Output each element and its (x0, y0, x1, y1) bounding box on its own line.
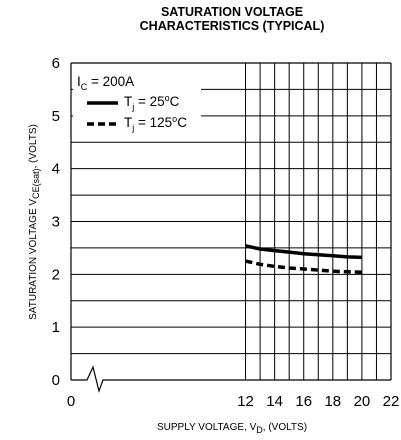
x-tick-label: 16 (295, 393, 312, 410)
y-axis-label: SATURATION VOLTAGE VCE(sat), (VOLTS) (28, 124, 41, 320)
x-tick-label: 20 (354, 393, 371, 410)
y-tick-label: 0 (52, 372, 60, 389)
x-axis-label: SUPPLY VOLTAGE, VD, (VOLTS) (157, 422, 307, 435)
legend: IC = 200A Tj = 25oC Tj = 125oC (73, 72, 201, 134)
x-tick-label: 18 (324, 393, 341, 410)
y-tick-label: 3 (52, 214, 60, 231)
grid (70, 62, 392, 380)
y-tick-labels: 0 1 2 3 4 5 6 (52, 55, 60, 389)
series-line-dashed (245, 259, 362, 274)
chart-title-line1: SATURATION VOLTAGE (161, 5, 303, 19)
x-tick-label: 12 (237, 393, 254, 410)
y-tick-label: 1 (52, 319, 60, 336)
y-tick-label: 6 (52, 55, 60, 72)
y-tick-label: 5 (52, 108, 60, 125)
legend-condition: IC = 200A (77, 74, 134, 92)
legend-entry-25c: Tj = 25oC (124, 93, 180, 112)
axis-break (71, 365, 391, 394)
x-tick-label: 0 (67, 393, 75, 410)
chart-title-line2: CHARACTERISTICS (TYPICAL) (140, 19, 325, 33)
x-tick-labels: 0 12 14 16 18 20 22 (67, 393, 400, 410)
x-axis-line-with-break (71, 365, 391, 394)
x-tick-label: 14 (266, 393, 283, 410)
series-group (245, 244, 362, 274)
series-line-solid (245, 244, 362, 260)
y-tick-label: 4 (52, 161, 60, 178)
x-tick-label: 22 (383, 393, 400, 410)
legend-entry-125c: Tj = 125oC (124, 114, 187, 133)
y-tick-label: 2 (52, 266, 60, 283)
